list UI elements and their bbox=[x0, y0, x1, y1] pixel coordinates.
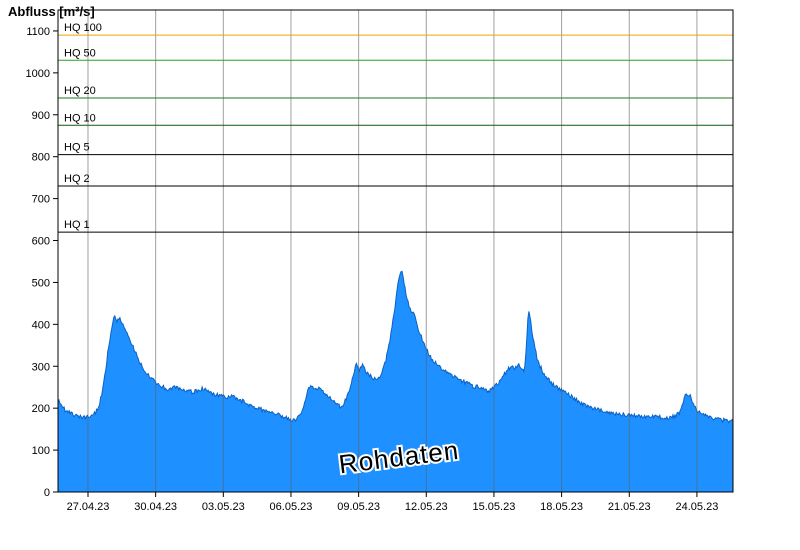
y-axis-tick-label: 700 bbox=[32, 194, 50, 206]
hq-reference-label: HQ 20 bbox=[64, 85, 96, 97]
x-axis-tick-label: 24.05.23 bbox=[676, 501, 719, 513]
x-axis-tick-label: 15.05.23 bbox=[473, 501, 516, 513]
x-axis-tick-label: 21.05.23 bbox=[608, 501, 651, 513]
y-axis-tick-label: 1100 bbox=[26, 26, 50, 38]
hq-reference-label: HQ 10 bbox=[64, 112, 96, 124]
y-axis-tick-label: 900 bbox=[32, 110, 50, 122]
x-axis-tick-label: 12.05.23 bbox=[405, 501, 448, 513]
hq-reference-label: HQ 5 bbox=[64, 142, 90, 154]
y-axis-tick-label: 100 bbox=[32, 445, 50, 457]
y-axis-tick-label: 200 bbox=[32, 403, 50, 415]
y-axis-tick-label: 600 bbox=[32, 236, 50, 248]
plot-border bbox=[57, 9, 734, 493]
hq-reference-label: HQ 50 bbox=[64, 47, 96, 59]
chart-title: Abfluss [m³/s] bbox=[8, 4, 95, 19]
x-axis-tick-label: 18.05.23 bbox=[540, 501, 583, 513]
discharge-area-series bbox=[57, 270, 734, 493]
x-axis-tick-label: 09.05.23 bbox=[337, 501, 380, 513]
hq-reference-label: HQ 1 bbox=[64, 219, 90, 231]
y-axis-tick-label: 300 bbox=[32, 361, 50, 373]
y-axis-tick-label: 400 bbox=[32, 319, 50, 331]
hq-reference-label: HQ 2 bbox=[64, 173, 90, 185]
y-axis-tick-label: 800 bbox=[32, 152, 50, 164]
y-axis-tick-label: 1000 bbox=[26, 68, 50, 80]
x-axis-tick-label: 30.04.23 bbox=[134, 501, 177, 513]
hq-reference-label: HQ 100 bbox=[64, 22, 102, 34]
x-axis-tick-label: 27.04.23 bbox=[67, 501, 110, 513]
y-axis-tick-label: 500 bbox=[32, 277, 50, 289]
x-axis-tick-label: 06.05.23 bbox=[270, 501, 313, 513]
x-axis-tick-label: 03.05.23 bbox=[202, 501, 245, 513]
y-axis-tick-label: 0 bbox=[44, 487, 50, 499]
